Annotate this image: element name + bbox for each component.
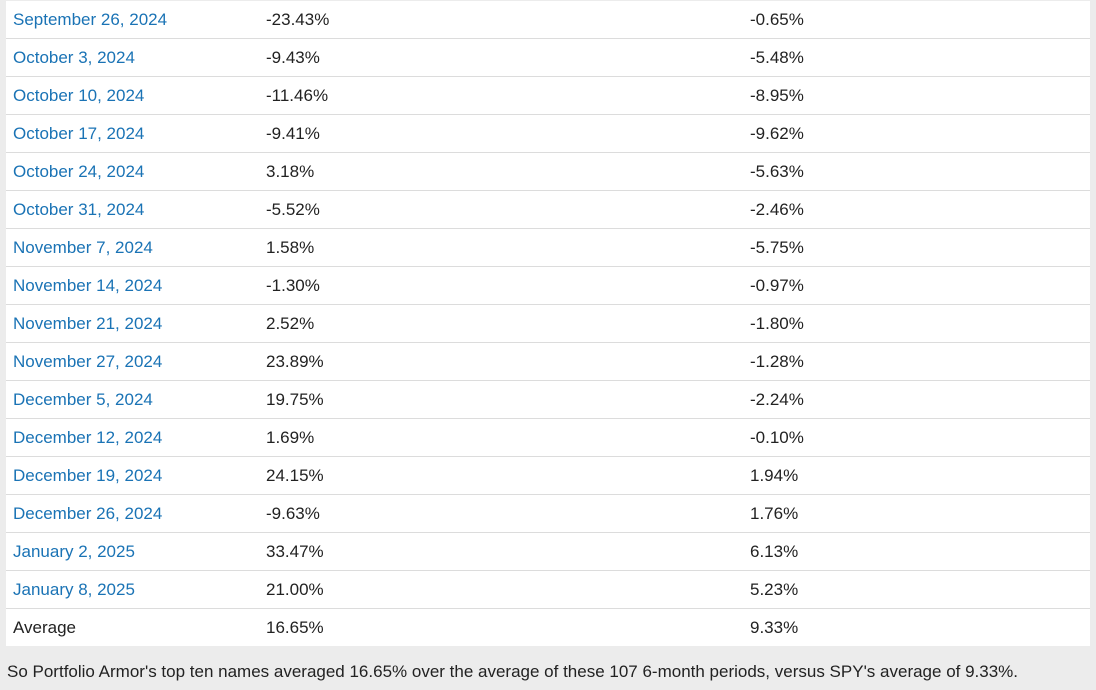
spy-return: -2.46% bbox=[750, 190, 1090, 229]
spy-return: -0.65% bbox=[750, 1, 1090, 39]
portfolio-armor-return: 3.18% bbox=[266, 152, 750, 191]
spy-return: 1.94% bbox=[750, 456, 1090, 495]
table-row: September 26, 2024 -23.43% -0.65% bbox=[6, 1, 1090, 39]
date-link[interactable]: January 8, 2025 bbox=[13, 579, 135, 599]
date-link[interactable]: October 31, 2024 bbox=[13, 199, 145, 219]
spy-return: 5.23% bbox=[750, 570, 1090, 609]
portfolio-armor-return: -23.43% bbox=[266, 1, 750, 39]
date-link[interactable]: January 2, 2025 bbox=[13, 541, 135, 561]
date-cell: November 14, 2024 bbox=[6, 266, 266, 305]
table-row: December 19, 2024 24.15% 1.94% bbox=[6, 456, 1090, 495]
date-link[interactable]: December 12, 2024 bbox=[13, 427, 163, 447]
date-cell: September 26, 2024 bbox=[6, 1, 266, 39]
date-link[interactable]: October 24, 2024 bbox=[13, 161, 145, 181]
average-portfolio-armor: 16.65% bbox=[266, 617, 324, 637]
returns-table: September 26, 2024 -23.43% -0.65% Octobe… bbox=[6, 1, 1090, 646]
portfolio-armor-return: -1.30% bbox=[266, 266, 750, 305]
spy-return: -2.24% bbox=[750, 380, 1090, 419]
portfolio-armor-return: 1.58% bbox=[266, 228, 750, 267]
date-link[interactable]: December 5, 2024 bbox=[13, 389, 153, 409]
average-label: Average bbox=[13, 617, 77, 637]
date-cell: December 26, 2024 bbox=[6, 494, 266, 533]
table-row: October 3, 2024 -9.43% -5.48% bbox=[6, 38, 1090, 77]
date-cell: January 8, 2025 bbox=[6, 570, 266, 609]
portfolio-armor-return: 1.69% bbox=[266, 418, 750, 457]
portfolio-armor-return: 19.75% bbox=[266, 380, 750, 419]
date-link[interactable]: October 17, 2024 bbox=[13, 123, 145, 143]
table-row: October 31, 2024 -5.52% -2.46% bbox=[6, 190, 1090, 229]
date-cell: November 27, 2024 bbox=[6, 342, 266, 381]
spy-return: -0.97% bbox=[750, 266, 1090, 305]
spy-return: -5.48% bbox=[750, 38, 1090, 77]
table-row: January 8, 2025 21.00% 5.23% bbox=[6, 570, 1090, 609]
table-row: December 5, 2024 19.75% -2.24% bbox=[6, 380, 1090, 419]
date-cell: October 17, 2024 bbox=[6, 114, 266, 153]
date-link[interactable]: September 26, 2024 bbox=[13, 9, 168, 29]
portfolio-armor-return: 21.00% bbox=[266, 570, 750, 609]
table-row: November 21, 2024 2.52% -1.80% bbox=[6, 304, 1090, 343]
date-cell: October 10, 2024 bbox=[6, 76, 266, 115]
date-cell: December 5, 2024 bbox=[6, 380, 266, 419]
date-link[interactable]: December 26, 2024 bbox=[13, 503, 163, 523]
portfolio-armor-return: -11.46% bbox=[266, 76, 750, 115]
spy-return: 1.76% bbox=[750, 494, 1090, 533]
spy-return: -9.62% bbox=[750, 114, 1090, 153]
spy-return: -5.63% bbox=[750, 152, 1090, 191]
date-cell: November 7, 2024 bbox=[6, 228, 266, 267]
date-cell: October 24, 2024 bbox=[6, 152, 266, 191]
date-link[interactable]: November 14, 2024 bbox=[13, 275, 163, 295]
date-cell: October 31, 2024 bbox=[6, 190, 266, 229]
spy-return: -1.80% bbox=[750, 304, 1090, 343]
spy-return: -1.28% bbox=[750, 342, 1090, 381]
table-row: November 14, 2024 -1.30% -0.97% bbox=[6, 266, 1090, 305]
portfolio-armor-return: -9.63% bbox=[266, 494, 750, 533]
returns-table-body: September 26, 2024 -23.43% -0.65% Octobe… bbox=[6, 1, 1090, 646]
date-cell: January 2, 2025 bbox=[6, 532, 266, 571]
table-row: November 27, 2024 23.89% -1.28% bbox=[6, 342, 1090, 381]
portfolio-armor-return: 33.47% bbox=[266, 532, 750, 571]
table-row: December 12, 2024 1.69% -0.10% bbox=[6, 418, 1090, 457]
portfolio-armor-return: 2.52% bbox=[266, 304, 750, 343]
portfolio-armor-return: -5.52% bbox=[266, 190, 750, 229]
table-row: November 7, 2024 1.58% -5.75% bbox=[6, 228, 1090, 267]
average-row: Average 16.65% 9.33% bbox=[6, 609, 1090, 647]
table-row: January 2, 2025 33.47% 6.13% bbox=[6, 532, 1090, 571]
portfolio-armor-return: -9.43% bbox=[266, 38, 750, 77]
date-cell: December 12, 2024 bbox=[6, 418, 266, 457]
summary-text: So Portfolio Armor's top ten names avera… bbox=[7, 662, 1019, 681]
date-cell: October 3, 2024 bbox=[6, 38, 266, 77]
spy-return: -5.75% bbox=[750, 228, 1090, 267]
date-cell: November 21, 2024 bbox=[6, 304, 266, 343]
table-row: October 17, 2024 -9.41% -9.62% bbox=[6, 114, 1090, 153]
table-row: December 26, 2024 -9.63% 1.76% bbox=[6, 494, 1090, 533]
date-link[interactable]: December 19, 2024 bbox=[13, 465, 163, 485]
table-row: October 10, 2024 -11.46% -8.95% bbox=[6, 76, 1090, 115]
portfolio-armor-return: -9.41% bbox=[266, 114, 750, 153]
date-link[interactable]: November 21, 2024 bbox=[13, 313, 163, 333]
portfolio-armor-return: 23.89% bbox=[266, 342, 750, 381]
spy-return: -8.95% bbox=[750, 76, 1090, 115]
date-cell: December 19, 2024 bbox=[6, 456, 266, 495]
spy-return: -0.10% bbox=[750, 418, 1090, 457]
spy-return: 6.13% bbox=[750, 532, 1090, 571]
date-link[interactable]: November 7, 2024 bbox=[13, 237, 153, 257]
returns-table-container: September 26, 2024 -23.43% -0.65% Octobe… bbox=[6, 1, 1090, 646]
table-row: October 24, 2024 3.18% -5.63% bbox=[6, 152, 1090, 191]
date-link[interactable]: October 10, 2024 bbox=[13, 85, 145, 105]
portfolio-armor-return: 24.15% bbox=[266, 456, 750, 495]
date-link[interactable]: November 27, 2024 bbox=[13, 351, 163, 371]
average-spy: 9.33% bbox=[750, 617, 799, 637]
date-link[interactable]: October 3, 2024 bbox=[13, 47, 135, 67]
